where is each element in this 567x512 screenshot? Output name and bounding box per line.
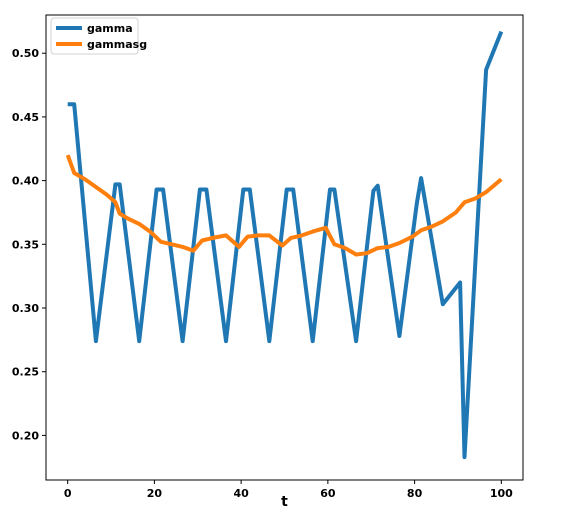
y-tick-label: 0.20 — [12, 429, 39, 442]
y-tick-label: 0.35 — [12, 238, 39, 251]
y-tick-label: 0.30 — [12, 302, 39, 315]
x-tick-label: 0 — [64, 487, 72, 500]
series-gammasg — [65, 154, 503, 257]
y-tick-label: 0.50 — [12, 47, 39, 60]
legend: gamma gammasg — [50, 17, 147, 55]
series-gamma — [67, 30, 504, 460]
y-tick-label: 0.40 — [12, 175, 39, 188]
x-tick-label: 40 — [233, 487, 249, 500]
y-tick-label: 0.25 — [12, 366, 39, 379]
y-tick-label: 0.45 — [12, 111, 39, 124]
x-axis-label: t — [281, 494, 288, 510]
x-tick-label: 20 — [147, 487, 163, 500]
series-layer — [65, 30, 504, 460]
legend-label-gammasg: gammasg — [87, 38, 147, 51]
x-axis-ticks: 0 20 40 60 80 100 — [64, 480, 513, 500]
series-line-gammasg — [65, 154, 503, 257]
y-axis-ticks: 0.20 0.25 0.30 0.35 0.40 0.45 0.50 — [12, 47, 46, 442]
plot-frame — [45, 14, 524, 481]
x-tick-label: 100 — [490, 487, 513, 500]
x-tick-label: 60 — [320, 487, 336, 500]
x-tick-label: 80 — [407, 487, 423, 500]
legend-label-gamma: gamma — [87, 22, 133, 35]
